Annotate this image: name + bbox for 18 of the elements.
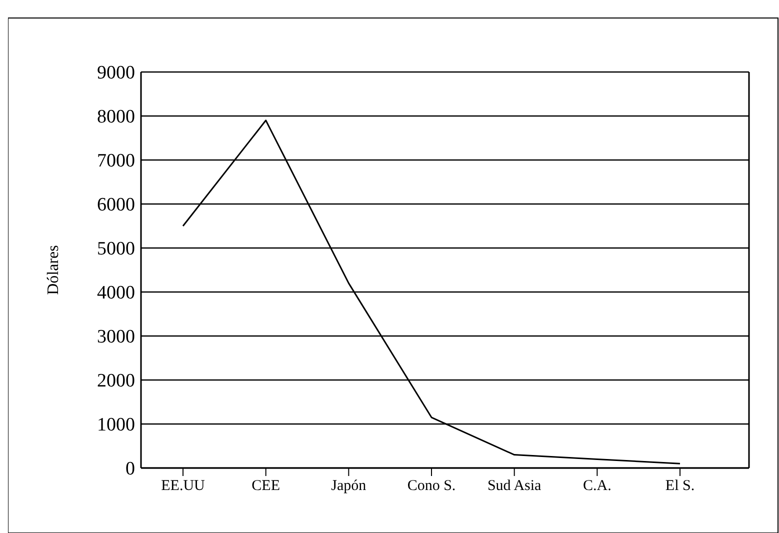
x-tick-label: El S. xyxy=(665,478,695,494)
y-tick-label: 9000 xyxy=(97,62,135,84)
y-tick-label: 8000 xyxy=(97,106,135,128)
y-tick-label: 4000 xyxy=(97,282,135,304)
y-tick-label: 7000 xyxy=(97,150,135,172)
y-tick-label: 2000 xyxy=(97,370,135,392)
y-axis-title: Dólares xyxy=(45,245,62,295)
y-tick-label: 0 xyxy=(126,458,135,480)
y-tick-label: 1000 xyxy=(97,414,135,436)
x-tick-label: C.A. xyxy=(582,478,612,494)
y-tick-label: 6000 xyxy=(97,194,135,216)
x-tick-label: EE.UU xyxy=(161,478,206,494)
x-tick-label: Cono S. xyxy=(407,478,456,494)
x-tick-label: CEE xyxy=(252,478,280,494)
x-tick-label: Sud Asia xyxy=(487,478,542,494)
x-tick-label: Japón xyxy=(331,478,367,494)
y-tick-label: 5000 xyxy=(97,238,135,260)
y-tick-label: 3000 xyxy=(97,326,135,348)
